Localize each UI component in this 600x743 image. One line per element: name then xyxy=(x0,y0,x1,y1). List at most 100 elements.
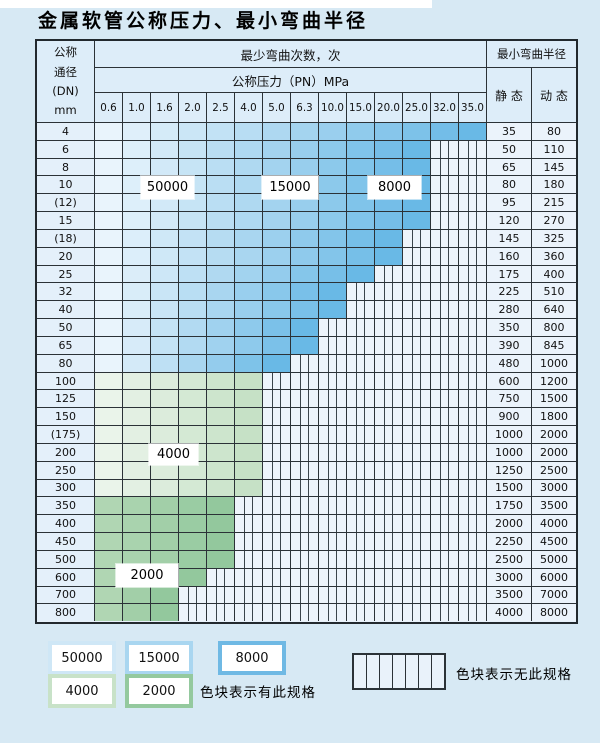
available-cell xyxy=(178,140,206,158)
not-available-cell xyxy=(402,533,430,550)
table-row: 125 750 1500 xyxy=(37,389,576,408)
not-available-cell xyxy=(402,604,430,622)
available-cell xyxy=(122,550,150,568)
not-available-cell xyxy=(374,354,402,372)
legend-swatch: 8000 xyxy=(218,641,286,675)
dynamic-value: 3500 xyxy=(531,497,576,515)
legend-swatch-label: 15000 xyxy=(129,645,189,671)
not-available-cell xyxy=(346,461,374,479)
not-available-cell xyxy=(402,265,430,283)
available-cell xyxy=(262,229,290,247)
available-cell xyxy=(94,515,122,533)
available-cell xyxy=(234,265,262,283)
not-available-cell xyxy=(374,586,402,604)
available-cell xyxy=(262,247,290,265)
available-cell xyxy=(262,283,290,301)
dynamic-value: 640 xyxy=(531,301,576,319)
dn-header-line: 通径 xyxy=(54,64,77,79)
available-cell xyxy=(290,265,318,283)
table-row: 4 35 80 xyxy=(37,123,576,140)
not-available-cell xyxy=(430,336,458,354)
available-cell xyxy=(234,283,262,301)
not-available-cell xyxy=(430,479,458,497)
dynamic-value: 325 xyxy=(531,229,576,247)
available-cell xyxy=(122,604,150,622)
not-available-cell xyxy=(346,568,374,586)
not-available-cell xyxy=(262,461,290,479)
available-cell xyxy=(290,123,318,140)
available-cell xyxy=(150,479,178,497)
dynamic-value: 4000 xyxy=(531,515,576,533)
dn-cell: 125 xyxy=(37,390,94,408)
not-available-cell xyxy=(374,265,402,283)
static-value: 2250 xyxy=(486,533,531,550)
available-cell xyxy=(234,158,262,176)
not-available-cell xyxy=(290,408,318,426)
available-cell xyxy=(178,533,206,550)
not-available-cell xyxy=(430,283,458,301)
available-cell xyxy=(234,247,262,265)
not-available-cell xyxy=(430,354,458,372)
page-title: 金属软管公称压力、最小弯曲半径 xyxy=(38,10,369,32)
available-cell xyxy=(206,158,234,176)
dn-cell: 6 xyxy=(37,140,94,158)
not-available-cell xyxy=(234,604,262,622)
legend-swatch: 50000 xyxy=(48,641,116,675)
not-available-cell xyxy=(458,515,486,533)
dynamic-value: 510 xyxy=(531,283,576,301)
not-available-cell xyxy=(374,336,402,354)
not-available-cell xyxy=(374,568,402,586)
dynamic-value: 1500 xyxy=(531,390,576,408)
available-cell xyxy=(318,283,346,301)
pressure-tick: 1.6 xyxy=(150,93,178,122)
available-cell xyxy=(346,176,374,194)
available-cell xyxy=(122,372,150,390)
not-available-cell xyxy=(458,283,486,301)
dn-cell: 600 xyxy=(37,568,94,586)
legend-swatch-label: 2000 xyxy=(129,678,189,704)
dn-cell: 25 xyxy=(37,265,94,283)
not-available-cell xyxy=(402,229,430,247)
available-cell xyxy=(206,176,234,194)
dynamic-value: 7000 xyxy=(531,586,576,604)
static-value: 350 xyxy=(486,319,531,336)
available-cell xyxy=(150,515,178,533)
not-available-cell xyxy=(430,426,458,443)
not-available-cell xyxy=(262,568,290,586)
available-cell xyxy=(178,479,206,497)
not-available-cell xyxy=(402,372,430,390)
available-cell xyxy=(122,319,150,336)
not-available-cell xyxy=(458,194,486,212)
not-available-cell xyxy=(374,372,402,390)
not-available-cell xyxy=(178,604,206,622)
static-value: 480 xyxy=(486,354,531,372)
dynamic-value: 6000 xyxy=(531,568,576,586)
static-value: 35 xyxy=(486,123,531,140)
available-cell xyxy=(206,301,234,319)
available-cell xyxy=(290,336,318,354)
available-cell xyxy=(374,158,402,176)
not-available-cell xyxy=(402,568,430,586)
available-cell xyxy=(94,336,122,354)
available-cell xyxy=(94,194,122,212)
table-row: 40 280 640 xyxy=(37,300,576,319)
available-cell xyxy=(94,176,122,194)
available-cell xyxy=(346,247,374,265)
available-cell xyxy=(122,336,150,354)
not-available-cell xyxy=(346,319,374,336)
not-available-cell xyxy=(430,604,458,622)
not-available-cell xyxy=(262,390,290,408)
scan-artifact-strip xyxy=(0,0,432,8)
static-value: 900 xyxy=(486,408,531,426)
not-available-cell xyxy=(290,586,318,604)
not-available-cell xyxy=(458,568,486,586)
dn-cell: 40 xyxy=(37,301,94,319)
available-cell xyxy=(150,336,178,354)
not-available-cell xyxy=(346,497,374,515)
dynamic-value: 180 xyxy=(531,176,576,194)
not-available-cell xyxy=(402,247,430,265)
not-available-cell xyxy=(374,461,402,479)
legend-swatch: 2000 xyxy=(125,674,193,708)
available-cell xyxy=(290,212,318,229)
not-available-cell xyxy=(318,550,346,568)
